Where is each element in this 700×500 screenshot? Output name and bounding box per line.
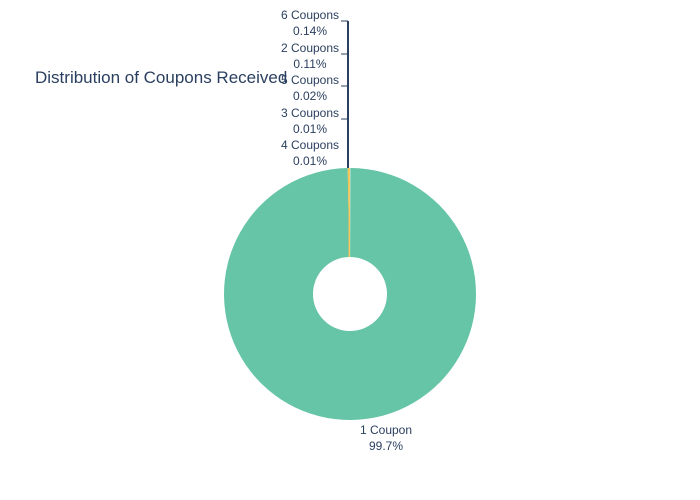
slice-label-name: 4 Coupons [281, 138, 339, 152]
leader-lines [341, 20, 349, 168]
slice-label-1-coupon: 1 Coupon 99.7% [360, 423, 412, 453]
slice-label-value: 0.14% [293, 24, 327, 38]
slice-label-name: 1 Coupon [360, 423, 412, 437]
donut-slices [224, 168, 477, 421]
slice-label-name: 5 Coupons [281, 73, 339, 87]
slice-label-name: 2 Coupons [281, 41, 339, 55]
slice-label-value: 0.01% [293, 122, 327, 136]
slice-label-6-coupons: 6 Coupons 0.14% [281, 8, 339, 38]
slice-label-value: 0.01% [293, 154, 327, 168]
slice-label-name: 3 Coupons [281, 106, 339, 120]
slice-label-value: 99.7% [369, 439, 403, 453]
slice-label-4-coupons: 4 Coupons 0.01% [281, 138, 339, 168]
slice-label-name: 6 Coupons [281, 8, 339, 22]
slice-label-value: 0.02% [293, 89, 327, 103]
slice-label-2-coupons: 2 Coupons 0.11% [281, 41, 339, 71]
chart-title: Distribution of Coupons Received [35, 68, 287, 87]
slice-labels: 6 Coupons 0.14% 2 Coupons 0.11% 5 Coupons 0.0… [281, 8, 412, 453]
slice-label-5-coupons: 5 Coupons 0.02% [281, 73, 339, 103]
slice-label-value: 0.11% [293, 57, 326, 71]
slice-label-3-coupons: 3 Coupons 0.01% [281, 106, 339, 136]
slice-1-coupon [224, 168, 477, 421]
